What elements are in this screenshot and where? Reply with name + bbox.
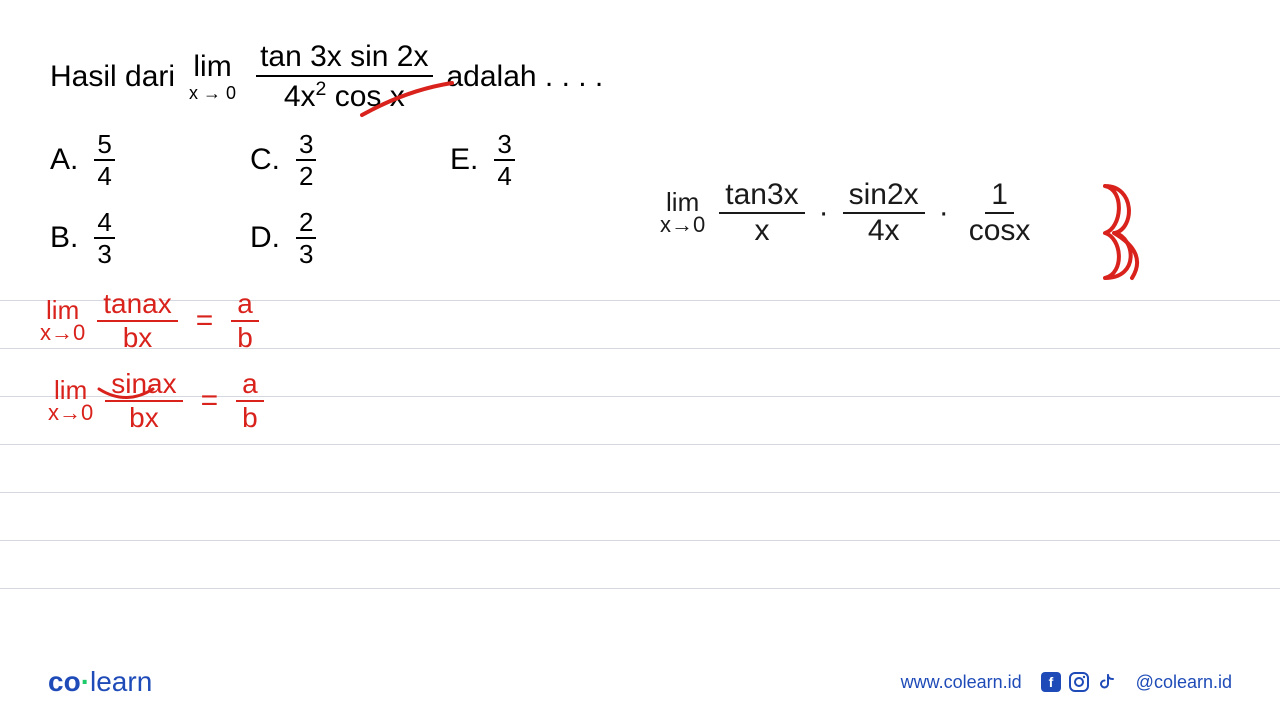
red-bracket-icon <box>1100 178 1160 288</box>
footer-handle: @colearn.id <box>1136 672 1232 693</box>
question-text: Hasil dari lim x → 0 tan 3x sin 2x 4x2 c… <box>50 40 1230 113</box>
question-prefix: Hasil dari <box>50 60 175 94</box>
red-checkmark-icon <box>352 80 462 130</box>
handwritten-rule-tan: lim x→0 tanax bx = a b <box>40 290 259 352</box>
footer-right: www.colearn.id f @colearn.id <box>901 671 1232 693</box>
question-suffix: adalah . . . . <box>447 60 604 94</box>
option-c: C. 3 2 <box>250 131 450 189</box>
footer: co·learn www.colearn.id f @colearn.id <box>0 666 1280 698</box>
option-d: D. 2 3 <box>250 209 450 267</box>
answer-options: A. 5 4 C. 3 2 E. 3 4 B. 4 3 <box>50 131 1230 267</box>
facebook-icon: f <box>1040 671 1062 693</box>
tiktok-icon <box>1096 671 1118 693</box>
logo: co·learn <box>48 666 152 698</box>
footer-url: www.colearn.id <box>901 672 1022 693</box>
option-a: A. 5 4 <box>50 131 250 189</box>
handwritten-work: lim x→0 tan3x x · sin2x 4x · 1 cosx <box>660 180 1036 246</box>
option-b: B. 4 3 <box>50 209 250 267</box>
red-curve-icon <box>96 386 156 408</box>
instagram-icon <box>1068 671 1090 693</box>
svg-text:f: f <box>1048 674 1053 690</box>
social-icons: f <box>1040 671 1118 693</box>
limit-symbol: lim x → 0 <box>189 52 236 102</box>
option-e: E. 3 4 <box>450 131 650 189</box>
